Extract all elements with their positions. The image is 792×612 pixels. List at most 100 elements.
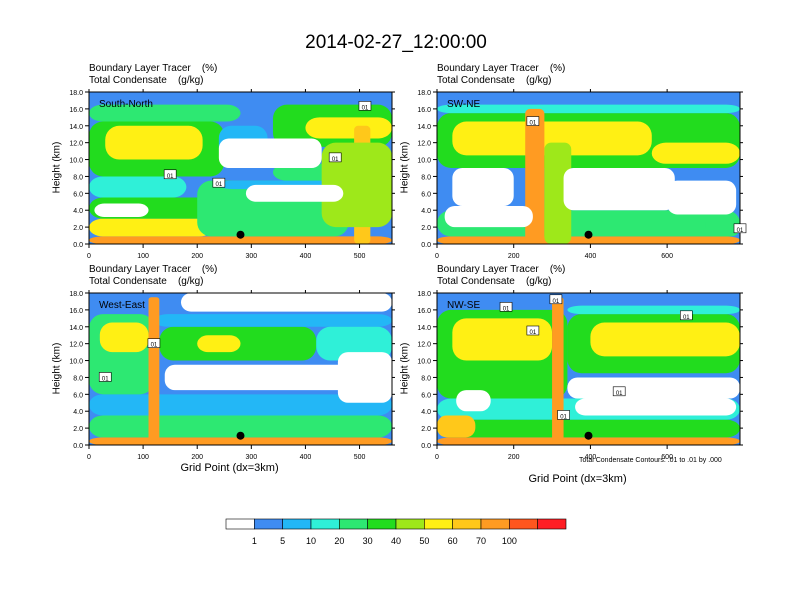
x-tick-label: 300 — [245, 454, 257, 461]
y-tick-label: 2.0 — [421, 426, 431, 433]
tracer-band — [552, 297, 564, 445]
panel-frame — [88, 91, 393, 245]
tracer-band — [89, 218, 214, 237]
colorbar-swatch — [339, 518, 368, 530]
contour-label-box — [549, 294, 563, 305]
colorbar-label: 5 — [280, 536, 285, 546]
contour-label: 01 — [503, 306, 510, 312]
y-tick-label: 0.0 — [73, 242, 83, 249]
y-tick-label: 2.0 — [73, 225, 83, 232]
colorbar-label: 40 — [391, 536, 401, 546]
x-tick-label: 400 — [300, 253, 312, 260]
x-tick-label: 600 — [661, 454, 673, 461]
panel-label: West-East — [99, 300, 145, 311]
contour-label: 01 — [167, 174, 174, 180]
x-axis-label: Grid Point (dx=3km) — [180, 462, 279, 474]
tracer-band — [99, 322, 149, 353]
panel-field-1 — [437, 92, 740, 244]
contour-label: 01 — [616, 391, 623, 397]
y-tick-label: 18.0 — [69, 90, 83, 97]
colorbar-swatch — [282, 518, 312, 530]
contour-label-box — [680, 310, 693, 321]
colorbar-swatch — [310, 518, 340, 530]
y-tick-label: 10.0 — [69, 158, 83, 165]
y-tick-label: 0.0 — [73, 443, 83, 450]
location-marker — [584, 431, 593, 440]
tracer-band — [437, 437, 740, 445]
contour-label-box — [557, 410, 570, 420]
colorbar-swatch — [225, 518, 255, 530]
x-tick-label: 500 — [354, 253, 366, 260]
x-tick-label: 300 — [245, 253, 257, 260]
contour-label: 01 — [332, 157, 339, 163]
colorbar-label: 20 — [334, 536, 344, 546]
y-tick-label: 6.0 — [73, 191, 83, 198]
contour-label: 01 — [151, 343, 158, 349]
x-tick-label: 0 — [435, 454, 439, 461]
contour-label: 01 — [102, 376, 109, 382]
x-tick-label: 200 — [508, 253, 520, 260]
contour-label-box — [163, 169, 177, 180]
y-tick-label: 10.0 — [69, 359, 83, 366]
contour-label-box — [98, 372, 112, 382]
tracer-band — [452, 318, 553, 361]
tracer-band — [437, 415, 476, 438]
clear-region — [180, 293, 392, 312]
panel-header: Boundary Layer Tracer (%) Total Condensa… — [89, 63, 218, 86]
clear-region — [245, 184, 344, 202]
x-axis-label: Grid Point (dx=3km) — [528, 473, 627, 485]
y-tick-label: 12.0 — [69, 141, 83, 148]
tracer-band — [89, 437, 392, 445]
contour-label-box — [499, 302, 513, 312]
colorbar-label: 70 — [476, 536, 486, 546]
tracer-band — [590, 322, 740, 357]
colorbar-swatch — [395, 518, 425, 530]
y-tick-label: 2.0 — [421, 225, 431, 232]
tracer-band — [437, 104, 740, 114]
contour-label: 01 — [530, 121, 537, 127]
contour-label-box — [733, 223, 747, 234]
clear-region — [337, 352, 392, 403]
y-tick-label: 8.0 — [421, 174, 431, 181]
contour-label: 01 — [560, 414, 567, 420]
y-tick-label: 12.0 — [417, 141, 431, 148]
tracer-band — [89, 394, 392, 416]
tracer-band — [651, 142, 740, 164]
panel-label: NW-SE — [447, 300, 480, 311]
colorbar-swatch — [537, 518, 567, 530]
x-tick-label: 100 — [137, 253, 149, 260]
x-tick-label: 200 — [191, 454, 203, 461]
contour-label-box — [328, 152, 342, 163]
tracer-band — [89, 104, 241, 122]
y-axis-label: Height (km) — [399, 141, 411, 194]
clear-region — [567, 377, 740, 399]
y-tick-label: 4.0 — [73, 409, 83, 416]
y-tick-label: 18.0 — [417, 291, 431, 298]
clear-region — [667, 180, 737, 215]
tracer-band — [321, 142, 392, 228]
panel-label: SW-NE — [447, 99, 480, 110]
y-tick-label: 18.0 — [417, 90, 431, 97]
clear-region — [452, 168, 514, 206]
contour-label-box — [147, 338, 161, 348]
y-tick-label: 0.0 — [421, 242, 431, 249]
y-tick-label: 14.0 — [69, 325, 83, 332]
panel-field-3 — [437, 293, 740, 445]
tracer-band — [437, 236, 740, 244]
panel-frame — [88, 292, 393, 446]
y-tick-label: 0.0 — [421, 443, 431, 450]
y-tick-label: 4.0 — [421, 409, 431, 416]
contour-label-box — [212, 177, 226, 188]
y-tick-label: 6.0 — [421, 191, 431, 198]
y-tick-label: 16.0 — [417, 308, 431, 315]
panel-field-2 — [89, 293, 392, 445]
y-tick-label: 8.0 — [73, 174, 83, 181]
panel-header: Boundary Layer Tracer (%) Total Condensa… — [89, 264, 218, 287]
x-tick-label: 0 — [87, 454, 91, 461]
y-tick-label: 14.0 — [417, 124, 431, 131]
clear-region — [164, 364, 392, 391]
y-tick-label: 18.0 — [69, 291, 83, 298]
contour-label-box — [612, 386, 626, 397]
